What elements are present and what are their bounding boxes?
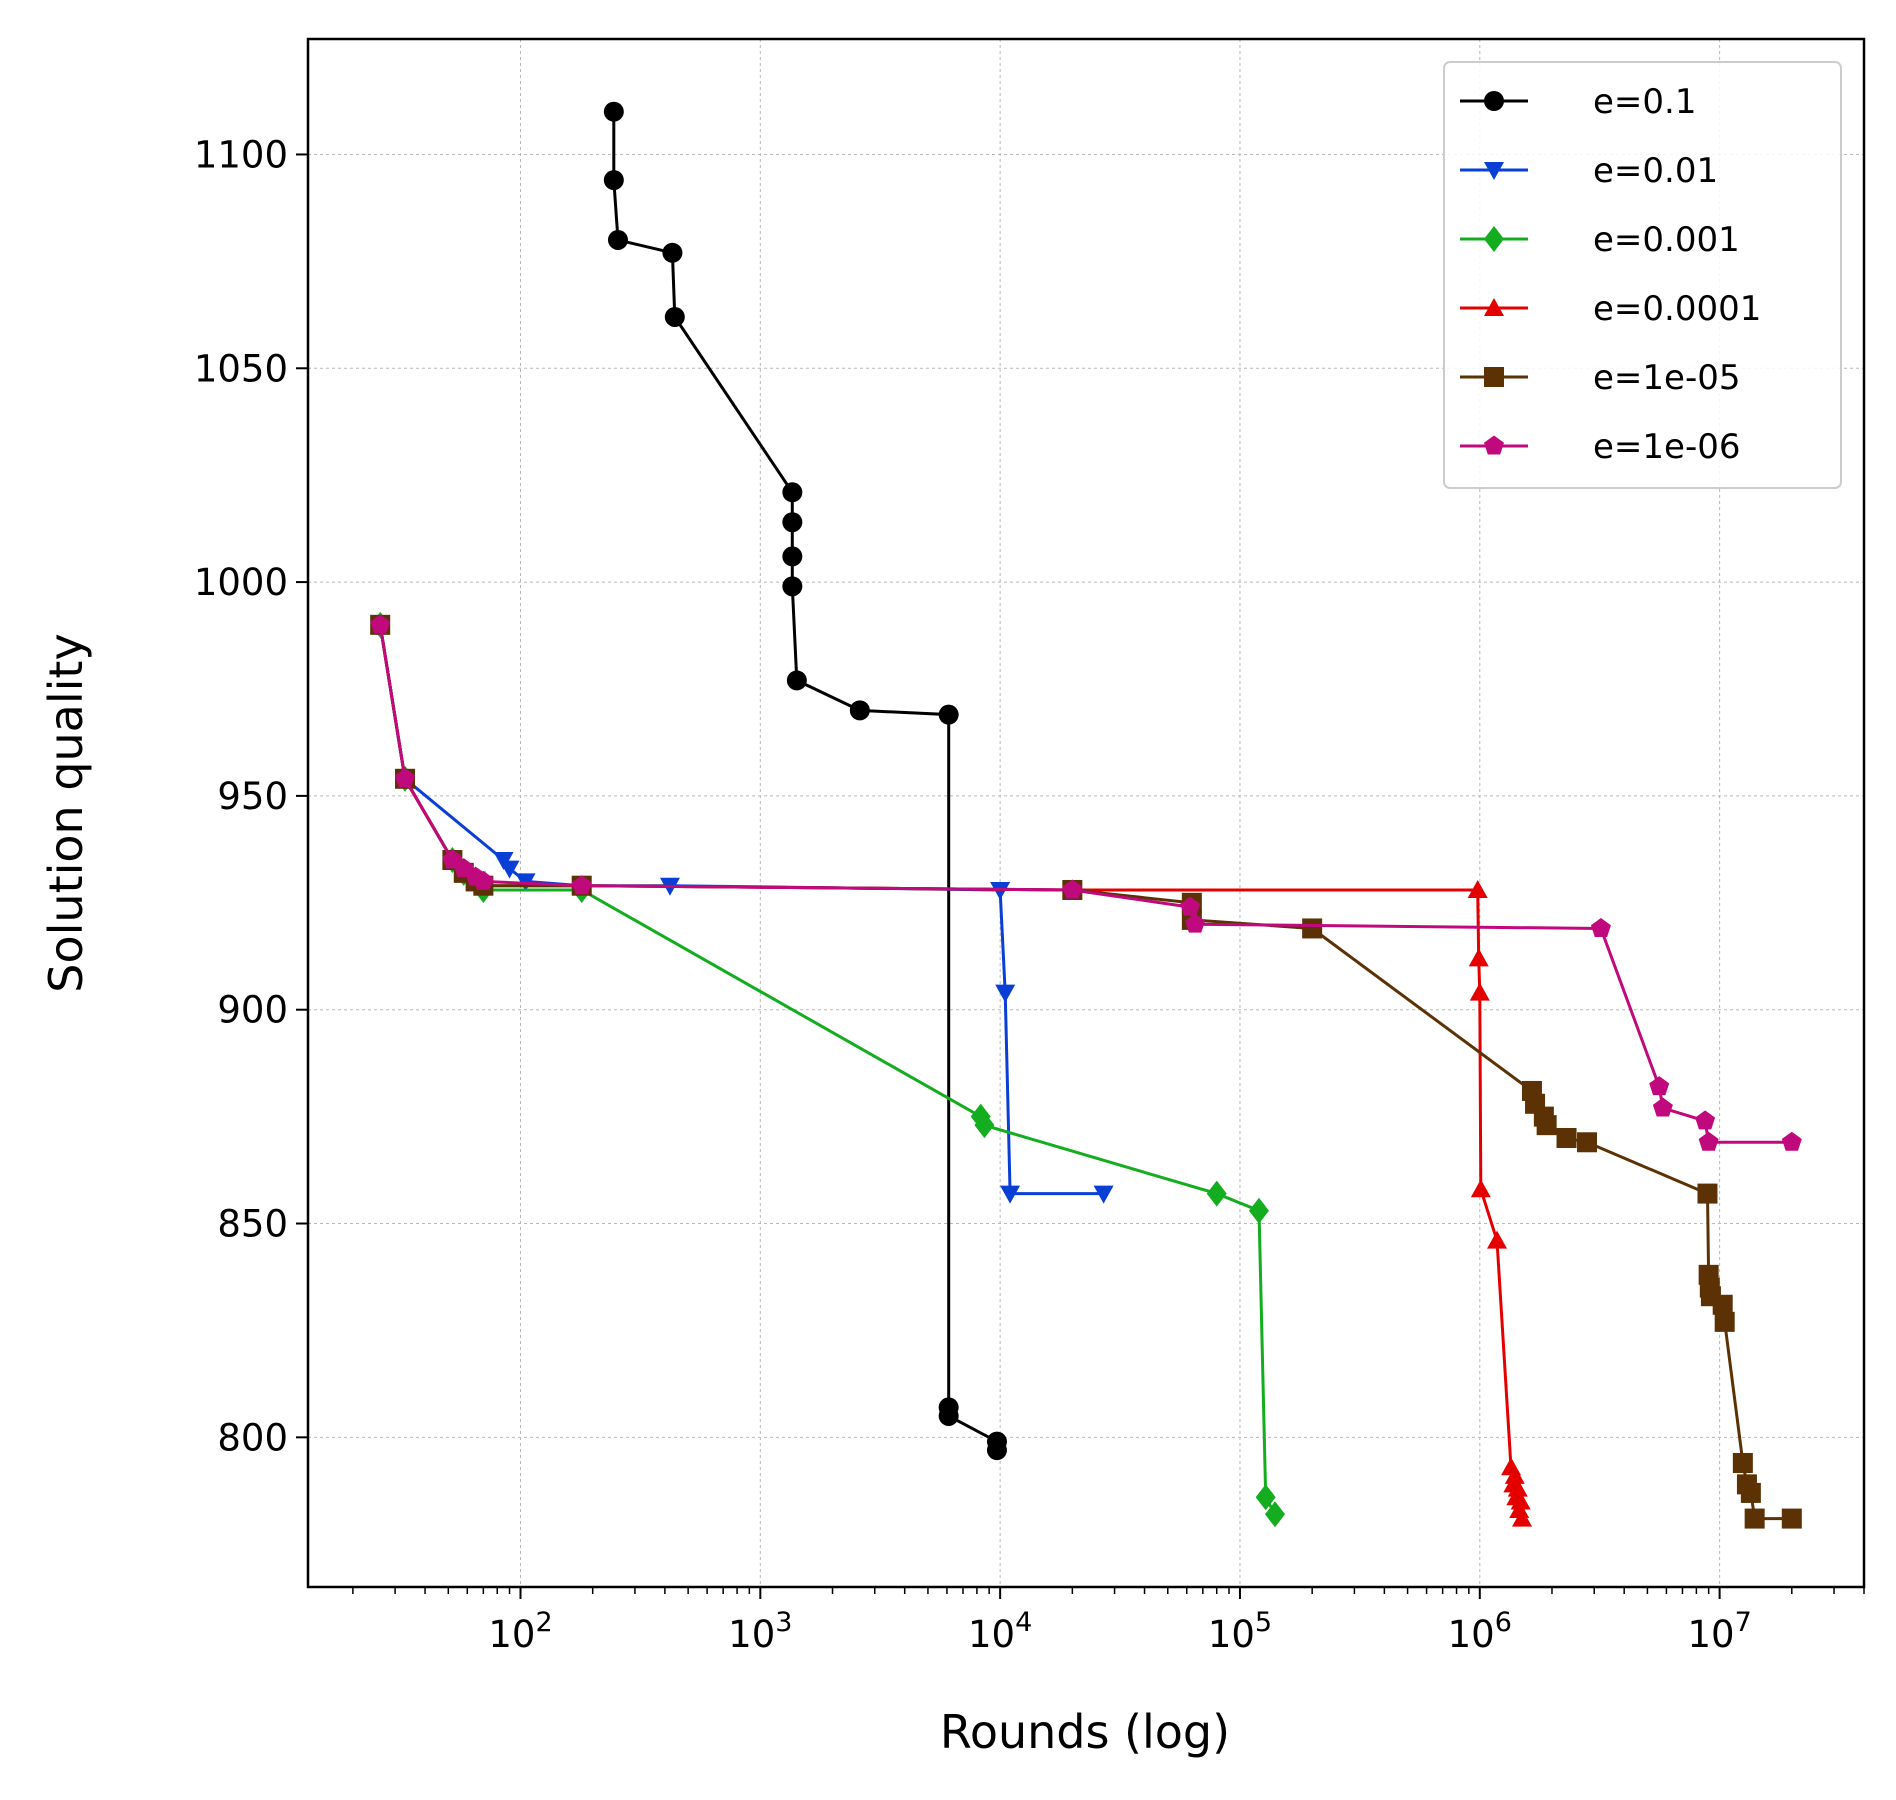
- y-tick-label: 1000: [194, 561, 288, 604]
- data-point: [1712, 1294, 1733, 1315]
- x-tick-label: 106: [1448, 1607, 1512, 1656]
- data-point: [499, 860, 520, 879]
- y-tick-label: 950: [217, 775, 288, 818]
- data-point: [664, 306, 685, 327]
- data-point: [1652, 1097, 1673, 1117]
- data-point: [849, 700, 870, 721]
- legend-item: e=0.001: [1460, 220, 1740, 260]
- data-point: [1781, 1131, 1802, 1151]
- data-point: [662, 242, 683, 263]
- data-point: [1697, 1183, 1718, 1204]
- legend-label: e=0.1: [1593, 82, 1696, 122]
- legend-label: e=0.0001: [1593, 289, 1761, 329]
- legend-label: e=1e-05: [1593, 358, 1741, 398]
- data-point: [1265, 1501, 1286, 1528]
- x-axis: 102 103 104 105 106 107: [352, 1587, 1865, 1656]
- data-point: [938, 704, 959, 725]
- data-point: [1714, 1311, 1735, 1332]
- data-point: [1744, 1508, 1765, 1529]
- data-point: [1740, 1482, 1761, 1503]
- data-point: [473, 870, 494, 890]
- y-tick-label: 800: [217, 1416, 288, 1459]
- y-tick-label: 1100: [194, 133, 288, 176]
- series-e=1e-06: [370, 614, 1802, 1151]
- data-point: [938, 1405, 959, 1426]
- data-point: [1469, 982, 1490, 1001]
- legend-item: e=0.1: [1460, 82, 1696, 122]
- x-tick-label: 104: [968, 1607, 1032, 1656]
- legend-marker: [1484, 162, 1504, 180]
- data-point: [1185, 913, 1206, 933]
- data-point: [1577, 1132, 1598, 1153]
- data-point: [1468, 948, 1489, 967]
- data-point: [782, 546, 803, 567]
- data-point: [1467, 879, 1488, 898]
- legend-item: e=0.0001: [1460, 289, 1761, 329]
- data-point: [370, 614, 391, 634]
- data-point: [782, 576, 803, 597]
- legend-item: e=0.01: [1460, 151, 1718, 191]
- data-point: [1255, 1484, 1276, 1511]
- data-point: [607, 229, 628, 250]
- data-point: [1062, 879, 1083, 899]
- data-point: [986, 1440, 1007, 1461]
- y-tick-label: 1050: [194, 347, 288, 390]
- data-point: [395, 768, 416, 788]
- data-point: [1590, 917, 1611, 937]
- legend-marker: [1484, 435, 1504, 455]
- legend-label: e=1e-06: [1593, 427, 1741, 467]
- data-point: [1698, 1131, 1719, 1151]
- data-point: [990, 881, 1011, 900]
- legend-marker: [1484, 91, 1504, 111]
- x-tick-label: 105: [1208, 1607, 1272, 1656]
- legend-item: e=1e-06: [1460, 427, 1741, 467]
- data-point: [1510, 1491, 1531, 1510]
- data-point: [1507, 1478, 1528, 1497]
- plot-frame: [306, 37, 1866, 1589]
- data-point: [1512, 1508, 1533, 1527]
- y-axis-title: Solution quality: [39, 633, 93, 992]
- data-point: [1695, 1110, 1716, 1130]
- data-point: [1206, 1180, 1227, 1207]
- data-point: [1180, 896, 1201, 916]
- data-point: [995, 984, 1016, 1003]
- data-point: [1504, 1465, 1525, 1484]
- data-point: [1000, 1185, 1021, 1204]
- data-point: [1248, 1197, 1269, 1224]
- series-layer: [370, 101, 1802, 1529]
- legend-marker: [1484, 226, 1504, 252]
- y-tick-label: 850: [217, 1203, 288, 1246]
- legend-marker: [1484, 367, 1504, 387]
- x-tick-label: 107: [1687, 1607, 1751, 1656]
- data-point: [974, 1112, 995, 1139]
- legend-marker: [1484, 298, 1504, 316]
- y-axis: 800 850 900 950 1000 1050 1100: [194, 133, 308, 1459]
- data-point: [1732, 1452, 1753, 1473]
- data-point: [782, 482, 803, 503]
- data-point: [1649, 1076, 1670, 1096]
- x-tick-label: 102: [488, 1607, 552, 1656]
- y-tick-label: 900: [217, 989, 288, 1032]
- data-point: [1470, 1179, 1491, 1198]
- data-point: [1536, 1115, 1557, 1136]
- legend-item: e=1e-05: [1460, 358, 1741, 398]
- data-point: [786, 670, 807, 691]
- x-axis-title: Rounds (log): [940, 1705, 1230, 1759]
- legend-label: e=0.001: [1593, 220, 1740, 260]
- series-e=0.1: [603, 101, 1007, 1461]
- legend-box: [1443, 61, 1842, 489]
- data-point: [1302, 918, 1323, 939]
- data-point: [571, 875, 592, 895]
- data-point: [1781, 1508, 1802, 1529]
- legend-label: e=0.01: [1593, 151, 1718, 191]
- data-point: [603, 101, 624, 122]
- data-point: [603, 170, 624, 191]
- x-tick-label: 103: [728, 1607, 792, 1656]
- data-point: [1487, 1230, 1508, 1249]
- data-point: [1093, 1185, 1114, 1204]
- data-point: [782, 512, 803, 533]
- data-point: [1556, 1127, 1577, 1148]
- legend: e=0.1 e=0.01 e=0.001 e=0.0001 e=1e-05 e=1e-06: [1443, 61, 1842, 489]
